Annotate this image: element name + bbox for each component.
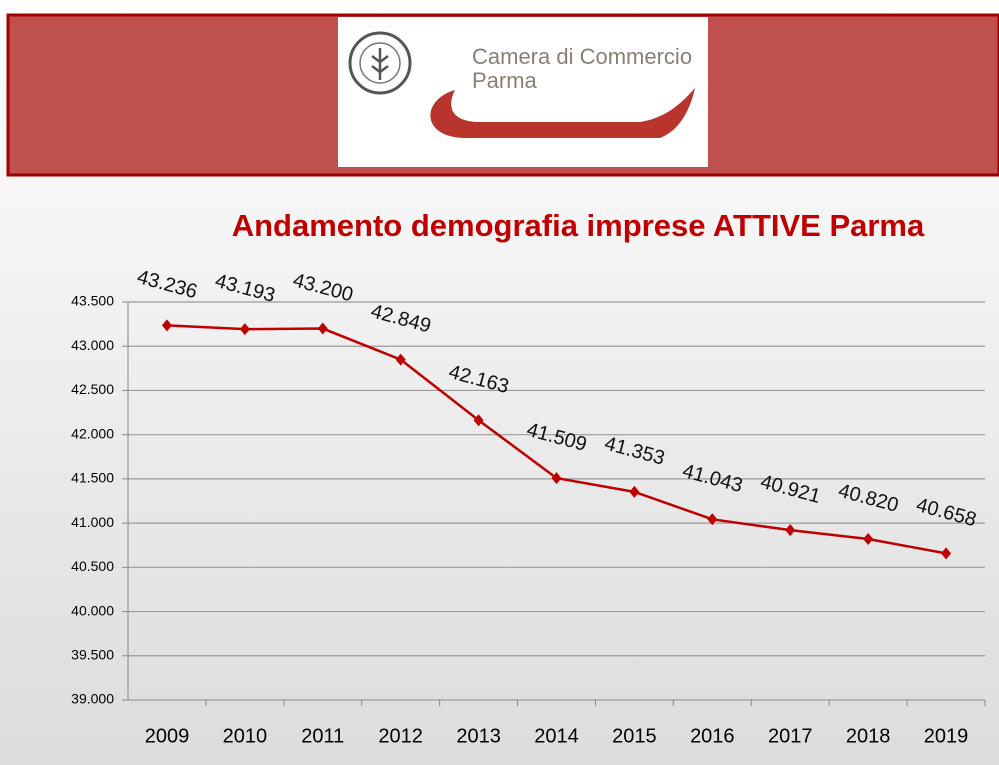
y-tick-label: 39.500: [71, 646, 114, 662]
data-point: [629, 485, 640, 498]
x-tick-label: 2010: [223, 725, 268, 747]
x-tick-label: 2018: [846, 725, 891, 747]
logo-text: Camera di Commercio: [472, 44, 692, 69]
logo-seal: [348, 31, 412, 95]
logo-swoosh: [430, 88, 695, 139]
x-tick-label: 2011: [301, 725, 344, 747]
x-tick-label: 2009: [145, 725, 190, 747]
data-point: [317, 322, 328, 335]
y-tick-label: 40.500: [71, 558, 114, 574]
data-point: [395, 353, 406, 366]
chart-title: Andamento demografia imprese ATTIVE Parm…: [232, 208, 925, 243]
data-point: [785, 524, 796, 537]
y-tick-label: 43.500: [71, 293, 114, 309]
data-point: [941, 547, 952, 560]
x-tick-label: 2015: [612, 725, 657, 747]
data-point: [707, 513, 718, 526]
data-point: [473, 414, 484, 427]
y-tick-label: 41.000: [71, 514, 114, 530]
data-point: [863, 533, 874, 546]
data-point: [551, 472, 562, 485]
x-tick-label: 2017: [768, 725, 813, 747]
data-point: [161, 319, 172, 332]
y-tick-label: 42.500: [71, 381, 114, 397]
x-tick-label: 2012: [378, 725, 423, 747]
y-tick-label: 41.500: [71, 470, 114, 486]
y-tick-label: 40.000: [71, 602, 114, 618]
x-tick-label: 2016: [690, 725, 735, 747]
y-tick-label: 43.000: [71, 337, 114, 353]
logo-seal-inner: [359, 42, 401, 84]
x-tick-label: 2019: [924, 725, 969, 747]
y-tick-label: 42.000: [71, 425, 114, 441]
logo-seal-icon: [371, 48, 389, 80]
logo-text: Parma: [472, 68, 538, 93]
y-tick-label: 39.000: [71, 691, 114, 707]
data-point: [239, 323, 250, 336]
x-tick-label: 2013: [456, 725, 501, 747]
x-tick-label: 2014: [534, 725, 579, 747]
